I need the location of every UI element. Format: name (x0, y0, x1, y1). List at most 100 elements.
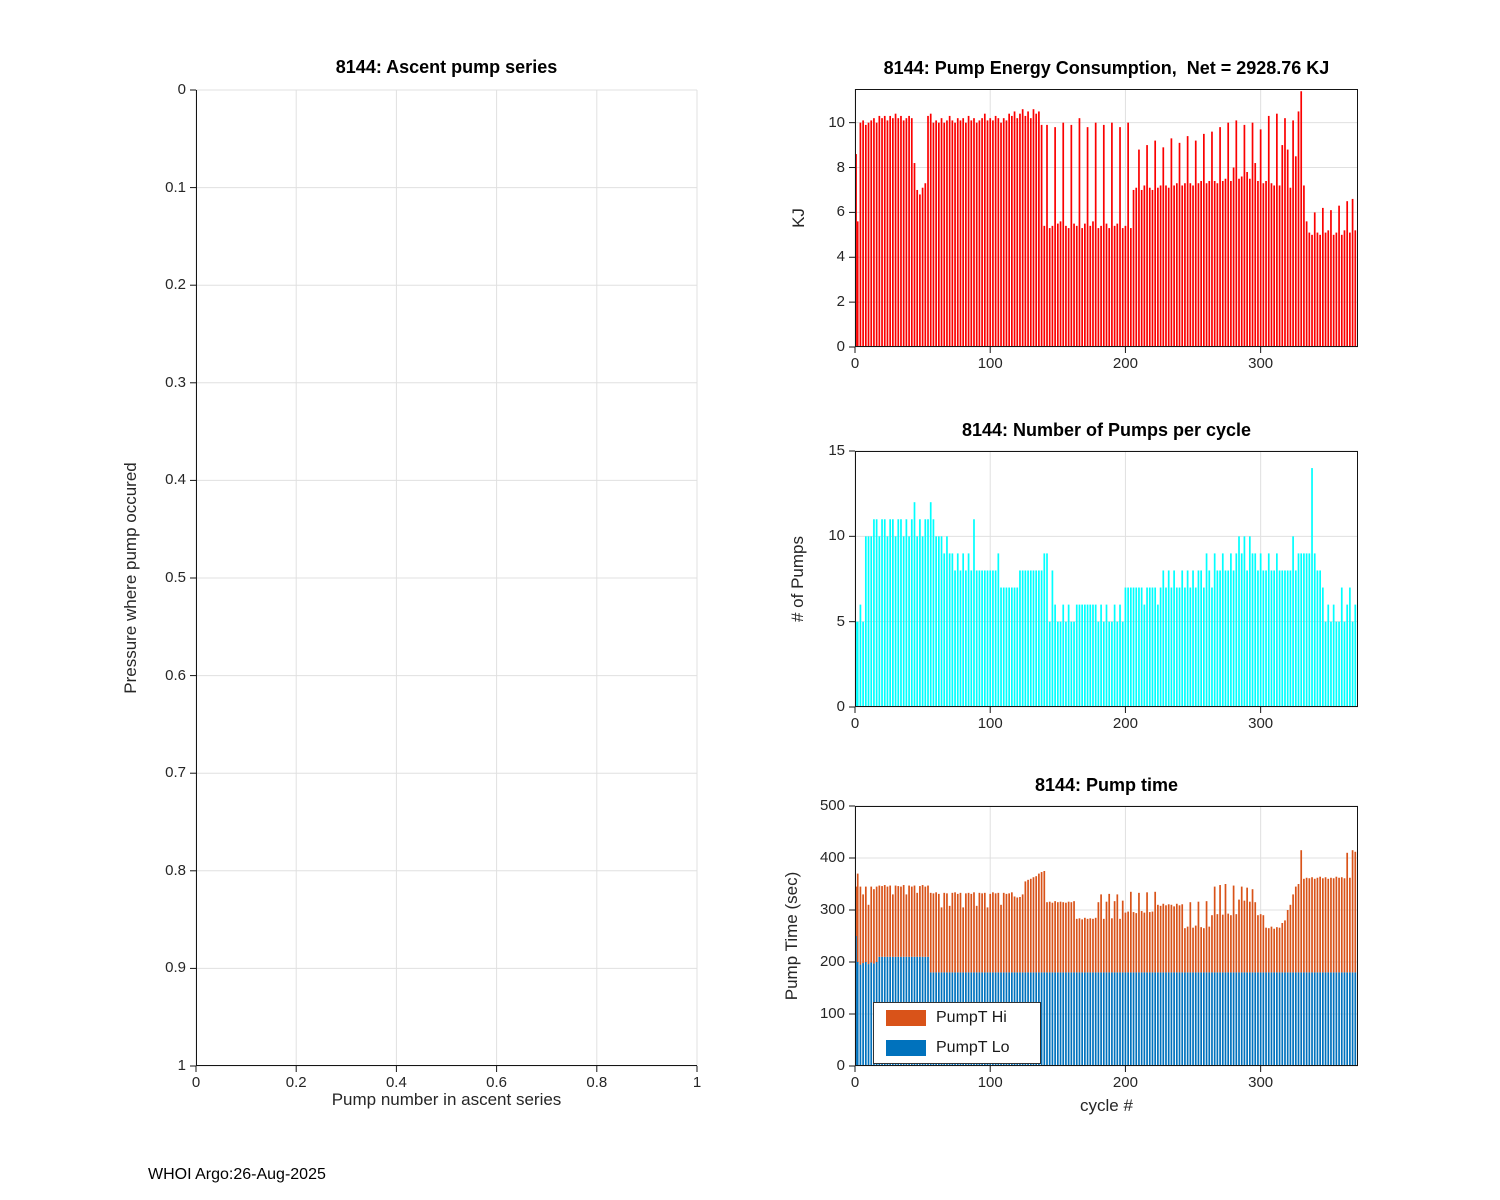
bar (1162, 972, 1165, 1066)
bar (1089, 972, 1092, 1066)
bar (948, 553, 951, 707)
legend-label-pumpt-lo: PumpT Lo (936, 1039, 1010, 1056)
bar (1054, 972, 1056, 1066)
bar (1305, 553, 1308, 707)
bar (1108, 621, 1111, 707)
bar (1100, 894, 1102, 973)
bar (1002, 587, 1005, 707)
bar (894, 536, 897, 707)
bar (902, 885, 905, 957)
bar (1267, 115, 1270, 347)
bar (1230, 972, 1232, 1066)
bar (1321, 972, 1324, 1066)
bar (1129, 891, 1132, 973)
bar (1121, 621, 1124, 707)
bar (1181, 904, 1184, 973)
bar (1349, 972, 1351, 1066)
bar (1286, 972, 1289, 1066)
bar (1154, 587, 1157, 707)
bar (870, 120, 873, 347)
bar (1292, 972, 1294, 1066)
bar (1278, 927, 1281, 973)
bar (1029, 118, 1032, 347)
bar (992, 892, 994, 973)
bar (1300, 553, 1303, 707)
bar (1102, 972, 1105, 1066)
bar (870, 962, 873, 1066)
bar (1002, 118, 1005, 347)
bar (1143, 185, 1146, 347)
bar (1146, 972, 1148, 1066)
bar (1232, 570, 1235, 707)
bar (1332, 878, 1335, 973)
bar (1121, 972, 1124, 1066)
bar (948, 905, 951, 973)
bar (1311, 468, 1313, 707)
bar (1105, 901, 1108, 973)
bar (1211, 972, 1213, 1066)
bar (1135, 187, 1138, 347)
bar (1054, 604, 1056, 707)
bar (1000, 904, 1002, 973)
bar (1129, 587, 1132, 707)
bar (1146, 892, 1148, 973)
bar (1308, 553, 1311, 707)
pumptime-chart-title: 8144: Pump time (1034, 775, 1179, 795)
bar (883, 519, 886, 707)
bar (1327, 230, 1330, 347)
bar (1124, 225, 1127, 347)
bar (1278, 972, 1281, 1066)
bar (1192, 972, 1194, 1066)
bar (1159, 185, 1162, 347)
bar (889, 115, 892, 347)
bar (1097, 621, 1100, 707)
bar (1013, 896, 1016, 973)
bar (1208, 972, 1211, 1066)
bar (959, 570, 962, 707)
x-tick-label: 100 (977, 1074, 1003, 1091)
bar (883, 115, 886, 347)
bar (1205, 183, 1208, 347)
bar (1224, 884, 1227, 973)
bar (1221, 180, 1224, 347)
bar (878, 885, 881, 957)
energy-plot-area (849, 89, 1358, 353)
bar (970, 893, 973, 973)
bar (864, 962, 867, 1066)
bar (1151, 189, 1154, 347)
bar (1143, 972, 1146, 1066)
bar (1254, 163, 1257, 347)
bar (1124, 912, 1127, 973)
bar (1340, 972, 1343, 1066)
bar (1008, 587, 1010, 707)
pumps-y-axis-label: # of Pumps (788, 536, 807, 622)
bar (1092, 918, 1094, 973)
bar (902, 536, 905, 707)
bar (894, 113, 897, 348)
bar (1248, 972, 1251, 1066)
bar (1116, 894, 1119, 973)
bar (1208, 926, 1211, 973)
bar (1338, 877, 1340, 973)
bar (892, 118, 894, 347)
y-tick-label: 0.1 (165, 178, 186, 196)
bar (1138, 972, 1140, 1066)
bar (908, 115, 910, 347)
bar (1251, 889, 1254, 973)
bar (1197, 901, 1200, 973)
bar (1338, 621, 1340, 707)
bar (1278, 185, 1281, 347)
bar (1265, 180, 1267, 347)
bar (1270, 926, 1273, 973)
bar (1321, 878, 1324, 973)
bar (910, 118, 913, 347)
bar (1289, 904, 1292, 973)
bar (1021, 570, 1024, 707)
bar (1284, 920, 1286, 973)
bar (1351, 850, 1354, 973)
bar (1330, 877, 1332, 973)
energy-chart-title: 8144: Pump Energy Consumption, Net = 292… (883, 58, 1330, 78)
bar (1165, 905, 1167, 973)
legend-row-hi: PumpT Hi (874, 1003, 1040, 1033)
bar (1019, 897, 1021, 973)
